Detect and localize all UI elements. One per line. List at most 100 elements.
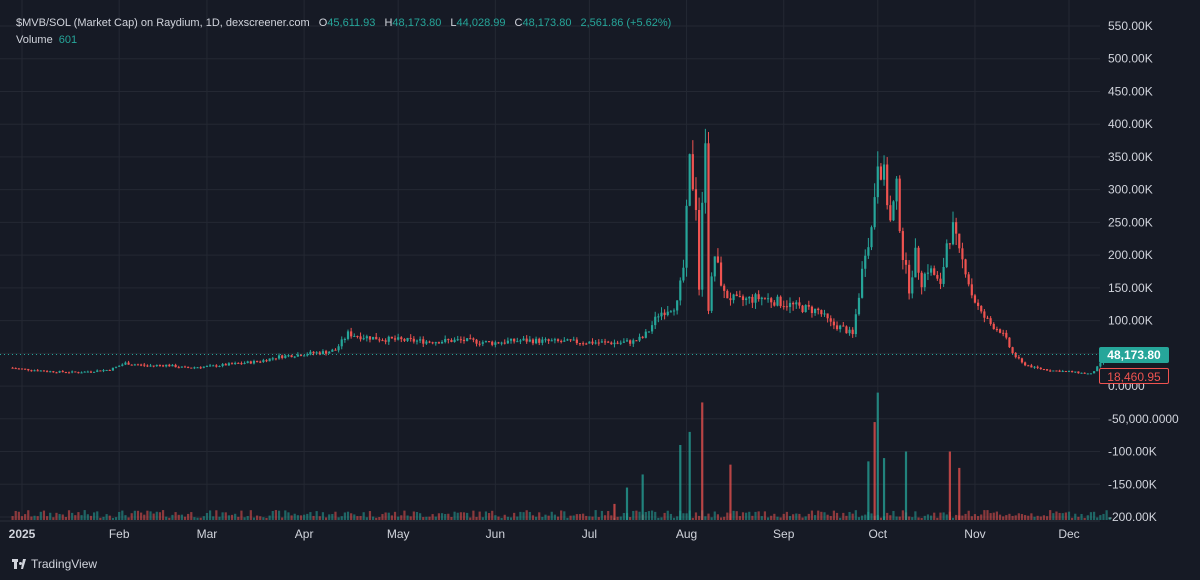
volume-bar (1030, 513, 1033, 520)
volume-bar (346, 511, 350, 520)
candle-body (1074, 371, 1077, 373)
candle-body (958, 233, 961, 249)
volume-bar (484, 511, 488, 520)
volume-bar (989, 513, 992, 520)
volume-bar (368, 511, 372, 520)
volume-bar (1071, 517, 1074, 520)
volume-bar (36, 516, 39, 520)
candle-body (1089, 373, 1093, 375)
candle-body (393, 338, 397, 340)
volume-bar (1092, 511, 1096, 520)
volume-bar (105, 514, 108, 520)
volume-bar (397, 516, 400, 520)
candle-body (986, 317, 989, 319)
high-label: H (384, 17, 393, 29)
candle-body (180, 366, 183, 368)
volume-bar (857, 517, 861, 520)
candle-body (820, 310, 823, 315)
volume-bar (143, 514, 146, 520)
x-tick-label: Aug (676, 527, 697, 541)
tradingview-logo[interactable]: TradingView (12, 557, 97, 571)
last-price-badge: 48,173.80 (1099, 347, 1169, 363)
volume-spike (882, 458, 886, 520)
volume-bar (810, 510, 814, 520)
volume-bar (152, 513, 155, 520)
volume-bar (49, 512, 52, 520)
candle-body (284, 355, 287, 358)
volume-bar (237, 516, 240, 520)
volume-bar (629, 517, 632, 520)
volume-bar (419, 513, 422, 520)
volume-bar (973, 514, 977, 520)
candle-body (52, 371, 55, 373)
candle-body (412, 338, 415, 342)
low-value: 44,028.99 (456, 17, 506, 29)
candle-body (1020, 358, 1024, 363)
candle-body (707, 143, 710, 311)
volume-bar (644, 511, 647, 520)
candle-body (296, 354, 299, 357)
volume-bar (735, 511, 738, 520)
volume-bar (817, 510, 820, 520)
volume-bar (955, 514, 958, 520)
candle-body (873, 197, 876, 228)
candle-body (929, 268, 933, 273)
volume-spike (958, 467, 961, 520)
x-tick-label: Sep (773, 527, 795, 541)
x-tick-label: Nov (964, 527, 985, 541)
candle-body (619, 342, 622, 344)
volume-bar (221, 512, 224, 520)
y-tick-label: 150.00K (1108, 281, 1153, 295)
candle-body (817, 308, 820, 311)
candle-body (509, 338, 513, 341)
volume-bar (42, 510, 46, 520)
x-tick-label: Jul (582, 527, 597, 541)
volume-bar (20, 516, 24, 520)
candle-body (572, 339, 575, 341)
volume-bar (309, 512, 312, 520)
volume-bar (39, 511, 42, 520)
volume-bar (522, 512, 525, 520)
candle-body (346, 331, 350, 339)
candle-body (763, 297, 767, 299)
volume-bar (1036, 515, 1039, 520)
volume-bar (149, 511, 152, 520)
volume-bar (14, 510, 17, 520)
candle-body (86, 371, 89, 373)
volume-bar (741, 512, 745, 520)
candle-body (422, 339, 425, 344)
candle-body (547, 339, 550, 341)
candle-body (701, 202, 704, 290)
candle-body (440, 341, 444, 344)
candle-body (55, 372, 58, 374)
candle-body (600, 341, 604, 343)
candle-body (560, 340, 563, 342)
candle-body (321, 351, 325, 355)
volume-bar (845, 515, 848, 520)
candle-body (704, 143, 707, 203)
close-label: C (514, 17, 523, 29)
volume-bar (67, 510, 71, 520)
candle-body (196, 367, 199, 369)
volume-bar (1014, 515, 1017, 520)
candle-body (698, 209, 701, 290)
candle-body (544, 339, 547, 341)
volume-bar (177, 514, 180, 520)
volume-bar (293, 513, 296, 520)
volume-bar (582, 513, 585, 520)
volume-bar (911, 517, 914, 520)
volume-bar (227, 515, 230, 520)
volume-bar (848, 512, 851, 520)
volume-bar (52, 517, 55, 520)
volume-spike (688, 431, 691, 520)
candle-body (368, 336, 372, 340)
candle-body (1067, 371, 1071, 373)
volume-bar (942, 512, 945, 520)
volume-bar (901, 510, 904, 520)
volume-bar (650, 510, 654, 520)
volume-bar (835, 512, 839, 520)
candle-body (1077, 371, 1080, 374)
volume-bar (1011, 515, 1014, 520)
volume-bar (892, 510, 895, 520)
